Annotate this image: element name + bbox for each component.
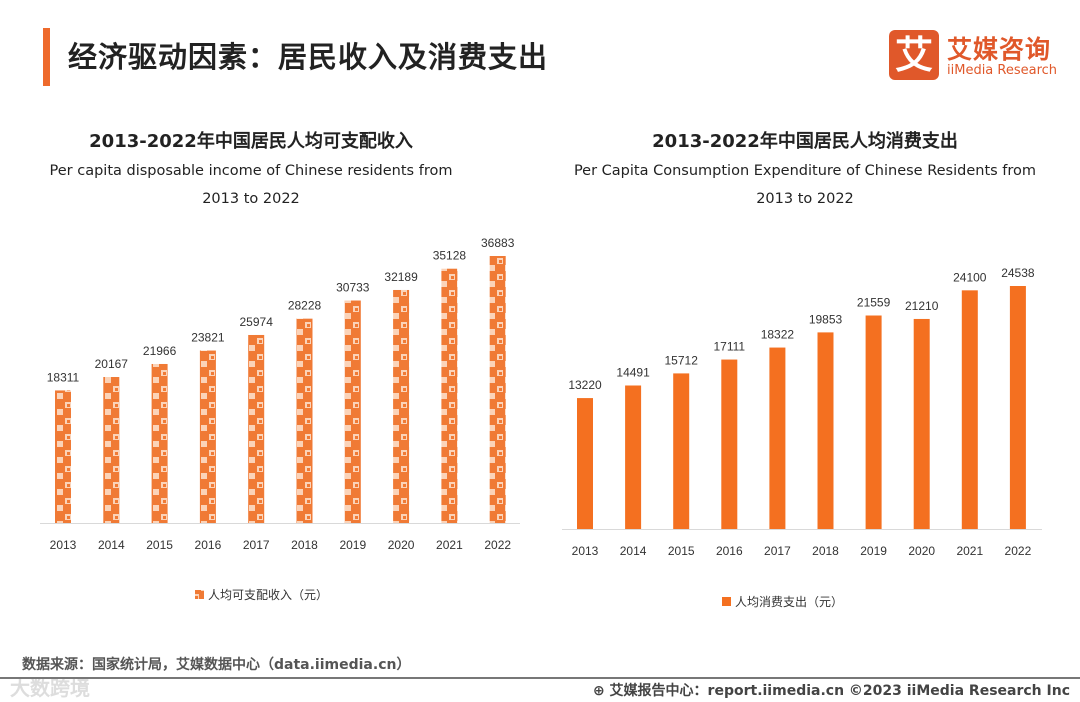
- data-label: 23821: [191, 331, 225, 345]
- legend-swatch: [722, 597, 731, 606]
- bar: [625, 385, 642, 529]
- x-tick-label: 2014: [620, 544, 647, 558]
- title-accent-bar: [43, 28, 50, 86]
- data-label: 18311: [47, 370, 80, 384]
- data-label: 24100: [953, 270, 987, 284]
- iimedia-logo: 艾 艾媒咨询 iiMedia Research: [889, 30, 1059, 80]
- chart2-subtitle-1: Per Capita Consumption Expenditure of Ch…: [573, 163, 1037, 179]
- bar: [721, 359, 738, 529]
- bar: [865, 315, 882, 529]
- chart1-subtitle-2: 2013 to 2022: [202, 191, 300, 207]
- data-label: 21559: [857, 296, 891, 310]
- logo-en: iiMedia Research: [947, 63, 1058, 78]
- bar: [248, 334, 265, 523]
- bar: [344, 300, 361, 523]
- x-tick-label: 2020: [388, 538, 415, 552]
- data-label: 21210: [905, 299, 939, 313]
- x-tick-label: 2018: [812, 544, 839, 558]
- chart1-title: 2013-2022年中国居民人均可支配收入: [89, 131, 413, 152]
- bar: [913, 318, 930, 529]
- x-tick-label: 2013: [50, 538, 77, 552]
- bar: [393, 289, 410, 523]
- bar: [103, 377, 120, 523]
- footer-report: ⊕ 艾媒报告中心：report.iimedia.cn ©2023 iiMedia…: [592, 683, 1070, 699]
- page-title: 经济驱动因素：居民收入及消费支出: [68, 40, 549, 74]
- x-tick-label: 2015: [146, 538, 173, 552]
- bar: [489, 256, 506, 523]
- footer-divider: [0, 677, 1080, 679]
- bar: [673, 373, 690, 529]
- x-tick-label: 2021: [436, 538, 463, 552]
- data-label: 28228: [288, 299, 322, 313]
- data-label: 18322: [761, 328, 795, 342]
- bar: [961, 290, 978, 529]
- data-label: 19853: [809, 312, 843, 326]
- data-label: 25974: [240, 315, 274, 329]
- data-label: 13220: [568, 378, 602, 392]
- legend-swatch: [195, 590, 204, 599]
- x-tick-label: 2013: [572, 544, 599, 558]
- logo-cn: 艾媒咨询: [947, 35, 1052, 64]
- bar: [199, 350, 216, 523]
- bar: [577, 398, 593, 529]
- watermark: 大数跨境: [10, 676, 90, 700]
- data-label: 21966: [143, 344, 177, 358]
- chart2-subtitle-2: 2013 to 2022: [756, 191, 854, 207]
- x-tick-label: 2017: [243, 538, 270, 552]
- x-tick-label: 2016: [195, 538, 222, 552]
- x-tick-label: 2022: [1005, 544, 1032, 558]
- data-label: 15712: [665, 353, 699, 367]
- data-label: 20167: [95, 357, 129, 371]
- x-tick-label: 2014: [98, 538, 125, 552]
- x-tick-label: 2018: [291, 538, 318, 552]
- bar: [1009, 286, 1026, 529]
- x-tick-label: 2021: [956, 544, 983, 558]
- logo-mark: 艾: [889, 30, 939, 80]
- data-label: 35128: [433, 249, 467, 263]
- legend-label: 人均可支配收入（元）: [208, 588, 328, 602]
- x-tick-label: 2019: [860, 544, 887, 558]
- chart1-subtitle-1: Per capita disposable income of Chinese …: [49, 163, 453, 179]
- x-tick-label: 2022: [484, 538, 511, 552]
- x-tick-label: 2016: [716, 544, 743, 558]
- bar: [296, 318, 313, 523]
- x-tick-label: 2015: [668, 544, 695, 558]
- legend-label: 人均消费支出（元）: [735, 595, 843, 609]
- bar: [55, 390, 71, 523]
- bar: [817, 332, 834, 529]
- data-label: 36883: [481, 236, 515, 250]
- data-label: 24538: [1001, 266, 1035, 280]
- bar: [151, 363, 168, 523]
- data-label: 17111: [714, 340, 746, 354]
- x-tick-label: 2017: [764, 544, 791, 558]
- data-label: 30733: [336, 281, 370, 295]
- x-tick-label: 2019: [339, 538, 366, 552]
- chart2-title: 2013-2022年中国居民人均消费支出: [652, 131, 958, 152]
- x-tick-label: 2020: [908, 544, 935, 558]
- data-source: 数据来源：国家统计局，艾媒数据中心（data.iimedia.cn）: [22, 657, 411, 673]
- bar: [441, 268, 458, 523]
- bar: [769, 347, 786, 529]
- data-label: 14491: [616, 365, 650, 379]
- data-label: 32189: [384, 270, 418, 284]
